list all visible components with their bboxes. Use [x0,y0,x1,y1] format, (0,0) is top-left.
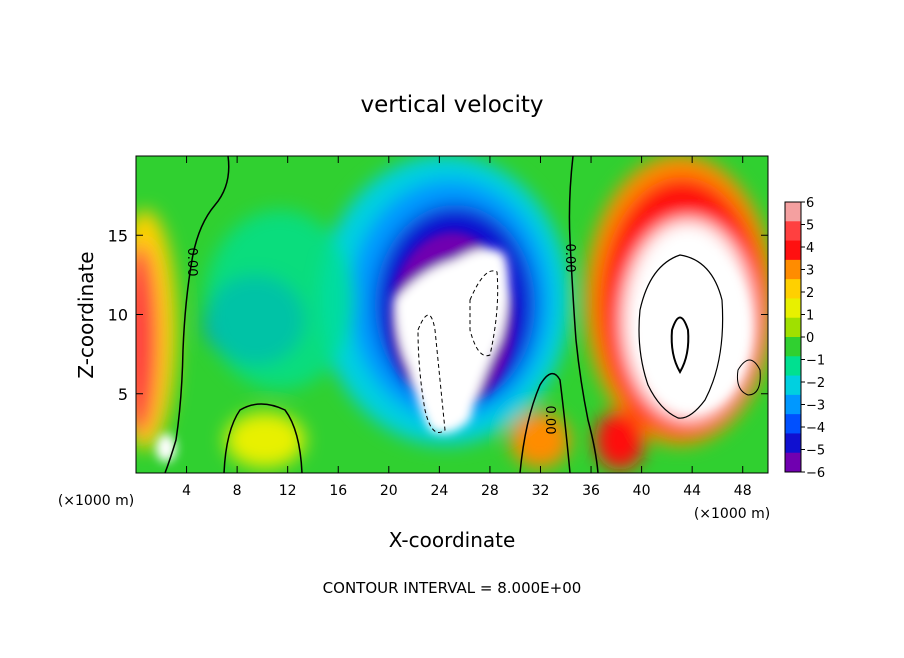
colorbar-label: −3 [806,399,825,414]
downdraft-left-outer [205,210,355,390]
x-axis: 4 8 12 16 20 24 28 32 36 40 44 48 [182,156,752,499]
contour-right-updraft-core [670,316,690,374]
zero-contour-low-mid [519,372,571,473]
colorbar-label: −5 [806,444,825,459]
colorbar-band [785,356,801,377]
x-tick-label: 32 [532,483,550,499]
colorbar-label: 1 [806,309,814,324]
colorbar: 6 5 4 3 2 1 0 −1 −2 −3 −4 −5 −6 [784,196,825,481]
zero-contour-low-left [223,403,303,473]
colorbar-band [785,394,801,415]
colorbar-band [785,433,801,454]
colorbar-band [785,298,801,319]
contour-downdraft-dashed-2 [417,314,446,433]
colorbar-label: 5 [806,219,814,234]
x-unit-label-right: (×1000 m) [694,506,770,522]
x-tick-label: 24 [430,483,448,499]
colorbar-band [785,279,801,299]
colorbar-band [785,375,801,396]
x-tick-label: 28 [481,483,499,499]
y-axis-label: Z-coordinate [74,251,98,378]
contour-label-right: 0.00 [562,244,577,273]
contour-right-updraft [638,254,724,419]
zero-contour-right [568,156,599,473]
colorbar-label: −1 [806,354,825,369]
field-core-layers [156,232,750,462]
zero-contour-left [164,156,230,473]
x-unit-label-left: (×1000 m) [58,493,134,509]
colorbar-label: −6 [806,466,825,481]
low-blob-1 [225,412,305,468]
x-tick-label: 16 [329,483,347,499]
colorbar-label: 2 [806,286,814,301]
y-tick-label: 5 [118,385,128,404]
colorbar-label: 6 [806,196,814,211]
y-tick-label: 15 [108,226,128,245]
x-tick-label: 40 [633,483,651,499]
colorbar-band [785,221,801,242]
contour-label-left: 0.00 [184,248,199,277]
x-tick-label: 12 [279,483,297,499]
y-axis: 5 10 15 [108,226,768,404]
contour-right-small [737,359,761,396]
x-tick-label: 36 [582,483,600,499]
x-tick-label: 48 [734,483,752,499]
x-axis-label: X-coordinate [389,528,516,552]
colorbar-band [785,414,801,434]
downdraft-core-white [395,248,509,434]
colorbar-band [785,240,801,261]
y-tick-label: 10 [108,306,128,325]
updraft-right-inner-white [640,250,750,410]
low-blob-2 [510,412,570,468]
colorbar-band [785,452,801,473]
colorbar-label: 4 [806,241,814,256]
contours [164,156,761,473]
heatmap-field: 0.00 0.00 0.00 [136,156,768,473]
colorbar-label: −4 [806,421,825,436]
colorbar-label: 0 [806,331,814,346]
updraft-left-mid [136,245,158,435]
low-blob-3 [595,410,645,470]
contour-interval-footer: CONTOUR INTERVAL = 8.000E+00 [323,579,582,597]
colorbar-band [785,259,801,280]
colorbar-label: −2 [806,376,825,391]
colorbar-band [785,317,801,338]
contour-label-low: 0.00 [542,406,557,435]
colorbar-label: 3 [806,264,814,279]
contour-downdraft-dashed-1 [469,270,499,357]
colorbar-band [785,202,801,222]
x-tick-label: 8 [233,483,242,499]
x-tick-label: 4 [182,483,191,499]
x-tick-label: 20 [380,483,398,499]
chart-title: vertical velocity [361,92,544,118]
x-tick-label: 44 [683,483,701,499]
colorbar-band [785,337,801,357]
